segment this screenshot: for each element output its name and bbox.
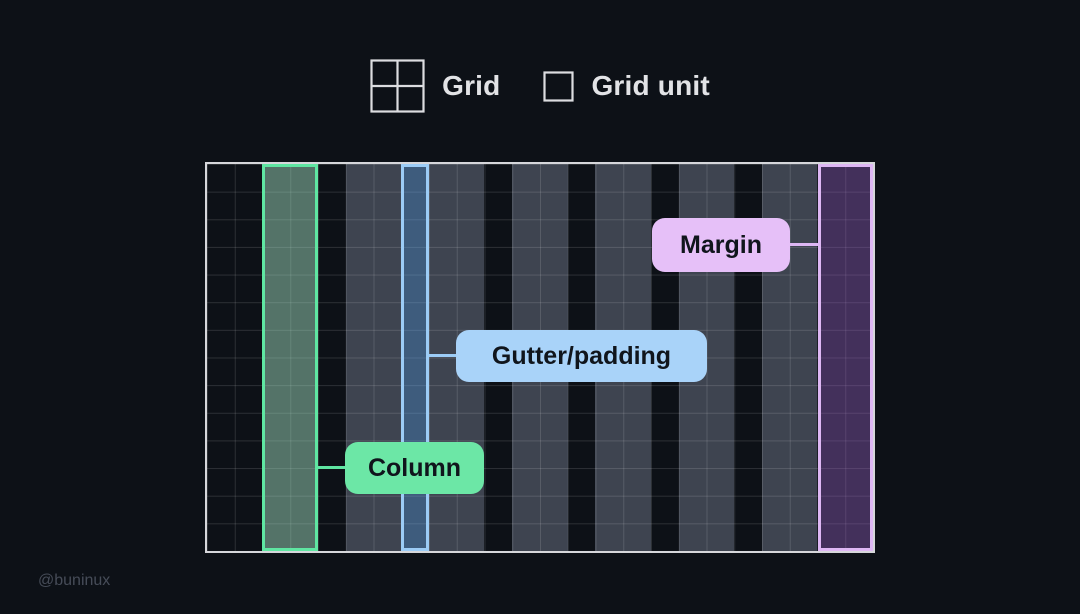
column-highlight-stripe — [262, 164, 318, 551]
gutter-connector-line — [427, 354, 458, 357]
grid-unit-icon — [543, 70, 575, 102]
margin-highlight-stripe — [817, 164, 873, 551]
column-connector-line — [315, 466, 347, 469]
legend-label-grid-unit: Grid unit — [591, 70, 710, 101]
margin-label: Margin — [652, 218, 790, 272]
column-label: Column — [345, 442, 484, 494]
gutter-label: Gutter/padding — [456, 330, 707, 382]
legend-item-grid: Grid — [370, 59, 500, 113]
legend-item-grid-unit: Grid unit — [543, 70, 710, 102]
legend: Grid Grid unit — [0, 59, 1080, 113]
margin-connector-line — [788, 243, 821, 246]
legend-label-grid: Grid — [442, 70, 501, 101]
grid-icon — [370, 59, 425, 113]
watermark: @buninux — [38, 572, 111, 589]
